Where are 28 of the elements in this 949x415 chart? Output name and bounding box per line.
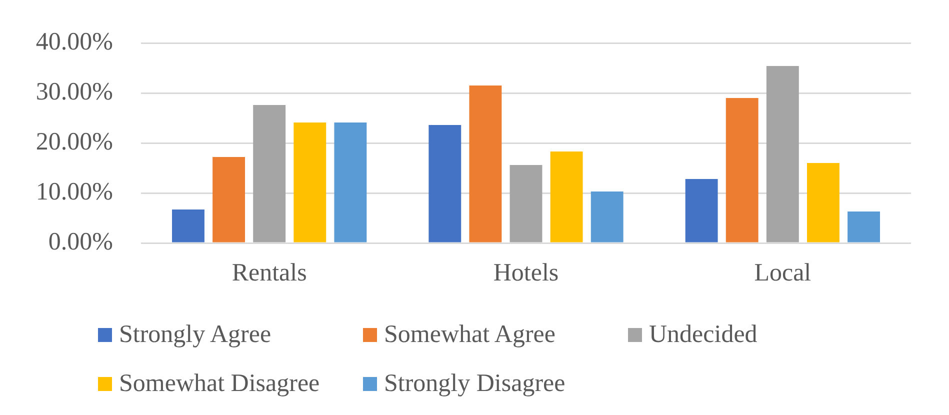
bar [469, 86, 502, 242]
bar [334, 122, 367, 242]
bar [590, 192, 624, 242]
bar [212, 157, 245, 242]
y-tick-label: 10.00% [36, 178, 113, 206]
legend-label: Strongly Disagree [384, 370, 566, 398]
bar [294, 122, 326, 242]
bar [685, 179, 718, 242]
legend-label: Somewhat Agree [384, 320, 556, 348]
x-tick-label: Local [754, 260, 812, 287]
legend-label: Somewhat Disagree [119, 370, 320, 398]
y-tick-label: 30.00% [36, 78, 113, 106]
bar [726, 98, 758, 242]
x-tick-label: Rentals [232, 260, 307, 287]
legend-label: Undecided [649, 320, 758, 348]
bar [510, 165, 542, 242]
bar [766, 66, 799, 242]
bar [848, 212, 880, 242]
bar [550, 152, 583, 242]
bar [807, 163, 840, 242]
y-tick-label: 40.00% [36, 28, 113, 56]
y-tick-label: 20.00% [36, 128, 113, 156]
bar [253, 105, 286, 242]
bar [428, 125, 462, 242]
x-tick-label: Hotels [493, 260, 559, 287]
y-tick-label: 0.00% [48, 228, 113, 256]
bar [172, 210, 204, 242]
legend-label: Strongly Agree [119, 320, 272, 348]
